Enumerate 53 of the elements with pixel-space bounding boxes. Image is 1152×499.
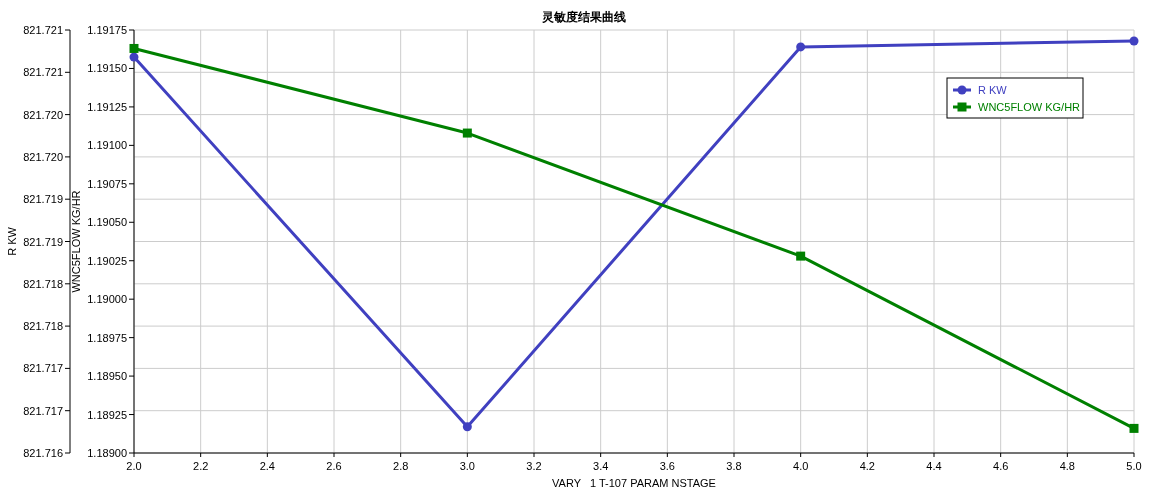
x-axis-title: VARY 1 T-107 PARAM NSTAGE bbox=[552, 477, 716, 489]
point bbox=[129, 43, 139, 53]
x-tick-label: 2.0 bbox=[126, 460, 142, 472]
y-tick-label: 821.721 bbox=[23, 66, 63, 79]
y2-tick-label: 1.18950 bbox=[87, 370, 127, 383]
x-tick-label: 4.4 bbox=[926, 460, 942, 472]
y2-tick-label: 1.18925 bbox=[87, 408, 127, 421]
y2-tick-label: 1.19050 bbox=[87, 216, 127, 229]
y-axis-title: R KW bbox=[6, 226, 18, 256]
x-tick-label: 4.8 bbox=[1059, 460, 1075, 472]
x-tick-label: 2.8 bbox=[393, 460, 409, 472]
x-tick-label: 4.6 bbox=[993, 460, 1009, 472]
x-tick-label: 4.0 bbox=[793, 460, 809, 472]
y-tick-label: 821.720 bbox=[23, 150, 63, 163]
x-tick-label: 2.2 bbox=[193, 460, 209, 472]
y-tick-label: 821.721 bbox=[23, 24, 63, 36]
chart-title: 灵敏度结果曲线 bbox=[542, 10, 626, 24]
legend-label: R KW bbox=[978, 84, 1008, 96]
y2-tick-label: 1.19000 bbox=[87, 293, 127, 306]
y-tick-label: 821.718 bbox=[23, 277, 63, 290]
point bbox=[796, 42, 806, 52]
y2-tick-label: 1.19100 bbox=[87, 139, 127, 152]
y-tick-label: 821.717 bbox=[23, 362, 63, 375]
y2-tick-label: 1.19150 bbox=[87, 62, 127, 75]
y2-tick-label: 1.19025 bbox=[87, 254, 127, 267]
y-tick-label: 821.719 bbox=[23, 235, 63, 248]
y-tick-label: 821.720 bbox=[23, 108, 63, 121]
point bbox=[796, 251, 806, 261]
y2-tick-label: 1.18900 bbox=[87, 447, 127, 459]
x-tick-label: 3.8 bbox=[726, 460, 742, 472]
legend-label: WNC5FLOW KG/HR bbox=[978, 101, 1081, 113]
x-tick-label: 3.4 bbox=[593, 460, 609, 472]
x-tick-label: 5.0 bbox=[1126, 460, 1142, 472]
y2-axis-title: WNC5FLOW KG/HR bbox=[70, 190, 82, 293]
y-tick-label: 821.716 bbox=[23, 447, 63, 459]
point bbox=[1129, 36, 1139, 46]
y-tick-label: 821.718 bbox=[23, 320, 63, 333]
y2-tick-label: 1.19175 bbox=[87, 24, 127, 36]
point bbox=[462, 128, 472, 138]
point bbox=[129, 52, 139, 62]
y2-tick-label: 1.19075 bbox=[87, 177, 127, 190]
y2-tick-label: 1.18975 bbox=[87, 331, 127, 344]
x-tick-label: 3.0 bbox=[459, 460, 475, 472]
x-tick-label: 3.2 bbox=[526, 460, 542, 472]
y-tick-label: 821.717 bbox=[23, 404, 63, 417]
point bbox=[462, 422, 472, 432]
y2-tick-label: 1.19125 bbox=[87, 100, 127, 113]
x-tick-label: 3.6 bbox=[659, 460, 675, 472]
x-tick-label: 2.4 bbox=[259, 460, 275, 472]
y-tick-label: 821.719 bbox=[23, 193, 63, 206]
x-tick-label: 2.6 bbox=[326, 460, 342, 472]
point bbox=[1129, 423, 1139, 433]
x-tick-label: 4.2 bbox=[859, 460, 875, 472]
